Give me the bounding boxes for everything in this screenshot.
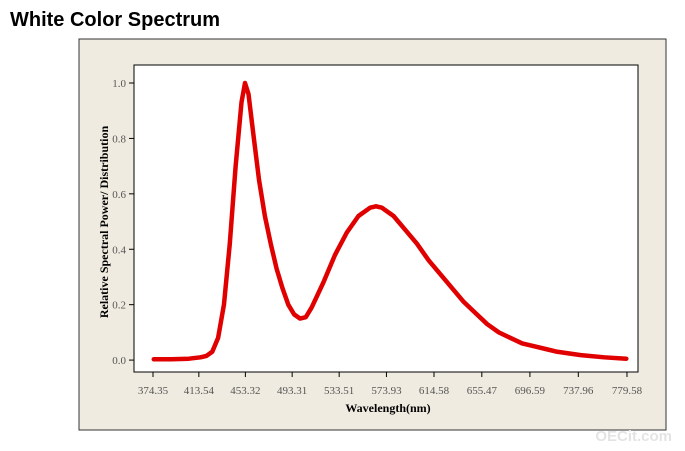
y-axis-label: Relative Spectral Power/ Distribution xyxy=(97,126,111,319)
plot-area xyxy=(133,64,639,373)
x-tick-label: 374.35 xyxy=(138,385,169,397)
y-tick-label: 0.0 xyxy=(112,355,126,367)
y-tick-label: 0.8 xyxy=(112,133,126,145)
x-tick-label: 413.54 xyxy=(184,385,215,397)
chart-title: White Color Spectrum xyxy=(10,9,220,31)
y-tick-label: 0.4 xyxy=(112,244,126,256)
x-tick-label: 655.47 xyxy=(467,385,498,397)
x-axis-label: Wavelength(nm) xyxy=(345,401,430,415)
y-tick-label: 1.0 xyxy=(112,78,126,90)
y-tick-label: 0.6 xyxy=(112,189,126,201)
x-tick-label: 453.32 xyxy=(230,385,260,397)
x-tick-label: 493.31 xyxy=(277,385,307,397)
spectrum-line xyxy=(151,80,629,362)
x-tick-label: 573.93 xyxy=(371,385,402,397)
y-tick-label: 0.2 xyxy=(112,300,126,312)
x-tick-label: 614.58 xyxy=(419,385,450,397)
x-tick-label: 737.96 xyxy=(563,385,594,397)
watermark: OECit.com xyxy=(595,428,672,445)
x-tick-label: 696.59 xyxy=(515,385,546,397)
x-tick-label: 779.58 xyxy=(612,385,643,397)
x-tick-label: 533.51 xyxy=(324,385,354,397)
